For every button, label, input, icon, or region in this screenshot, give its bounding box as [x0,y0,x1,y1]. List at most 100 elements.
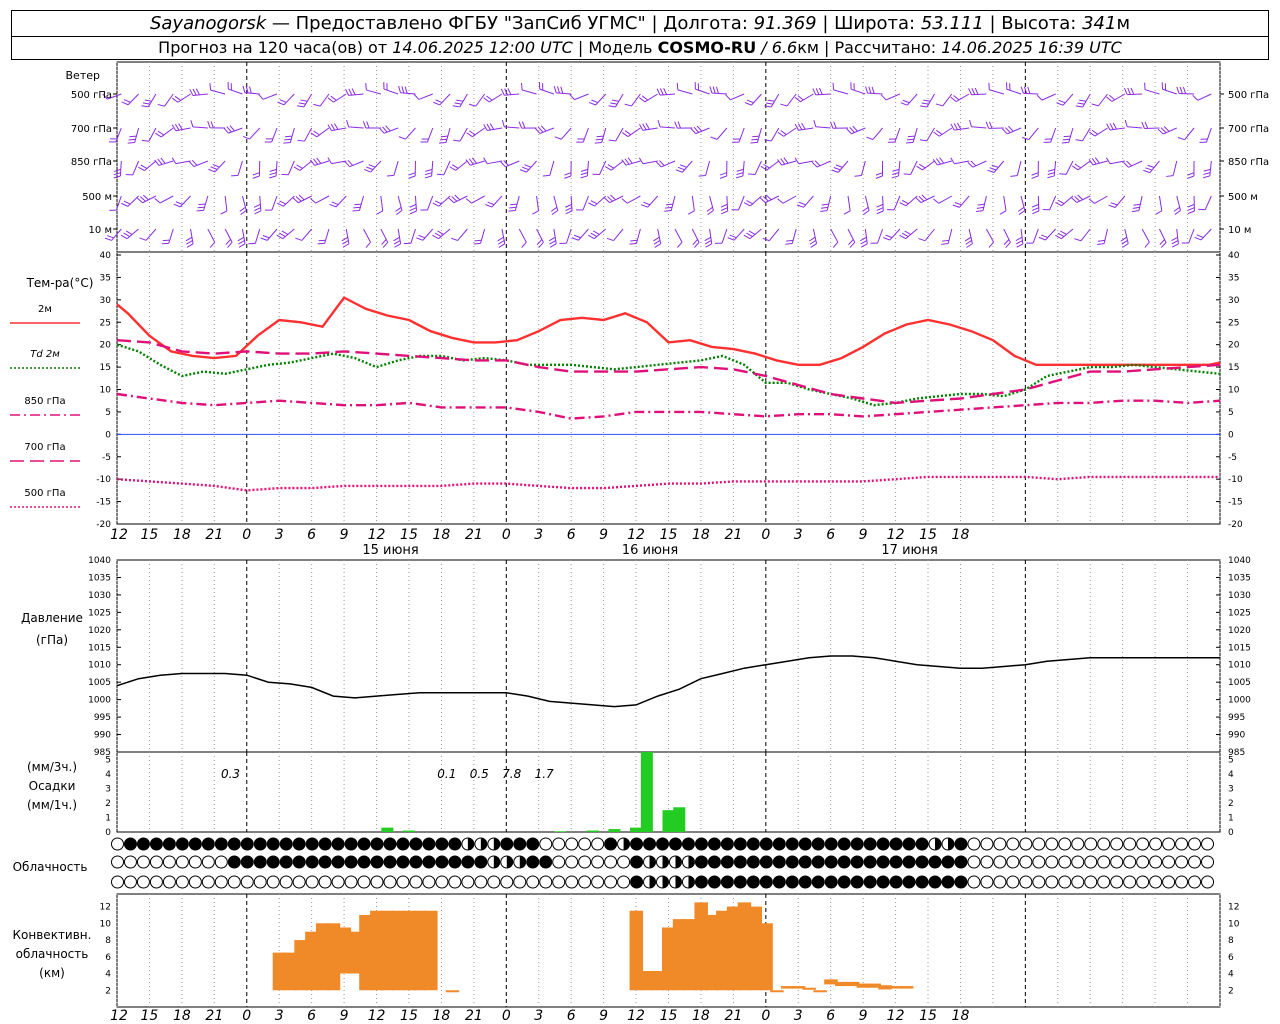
cloud-circle [1097,855,1111,869]
cloud-title: Облачность [13,860,88,874]
wind-barb-staff [657,228,662,244]
wind-barb-feather [751,138,759,141]
wind-barb-feather [279,200,287,205]
wind-barb-feather [590,232,598,237]
cloud-circle [111,837,124,851]
wind-barb-feather [641,95,649,101]
wind-barb-staff [954,127,970,131]
cloud-cover-symbol [720,855,734,869]
wind-barb-feather [227,241,233,248]
cloud-half [519,856,526,868]
wind-barb-staff [249,127,261,140]
wind-barb [988,82,1004,95]
cloud-circle [422,875,436,889]
wind-barb-feather [832,241,839,248]
wind-barb-feather [1023,86,1028,94]
wind-barb-feather [918,195,925,202]
wind-barb-feather [254,210,262,215]
wind-barb-feather [524,164,532,168]
wind-barb-feather [941,239,950,242]
wind-barb-staff [443,160,451,175]
wind-barb-feather [687,210,695,215]
cloud-circle [1110,855,1124,869]
wind-barb [518,228,527,248]
cloud-circle [565,837,579,851]
cloud-circle [552,855,566,869]
wind-barb-staff [937,160,952,166]
wind-barb-staff [207,228,216,243]
wind-barb [439,127,451,144]
wind-barb-feather [507,88,512,95]
wind-barb-staff [144,160,157,171]
cloud-circle [694,855,708,869]
wind-barb-staff [709,195,714,211]
wind-barb-staff [348,126,364,129]
wind-barb-feather [190,120,194,128]
precip-amount-label: 0.1 [437,767,456,781]
cloud-circle [798,855,812,869]
cloud-cover-symbol [1019,837,1033,851]
wind-barb-feather [624,130,632,136]
wind-barb-staff [578,228,589,241]
wind-barb-feather [425,172,433,176]
wind-barb-feather [564,172,572,176]
wind-barb-staff [711,92,727,95]
wind-barb [403,228,416,245]
wind-barb-feather [1031,172,1039,176]
wind-barb-feather [1147,164,1155,168]
conv-hour-label: 9 [859,1008,868,1024]
cloud-cover-symbol [902,837,916,851]
wind-barb-staff [380,195,384,211]
cloud-circle [824,837,838,851]
wind-barb-feather [469,130,476,136]
wind-barb-feather [1063,135,1071,138]
cloud-cover-symbol [643,837,657,851]
station-name: Sayanogorsk [149,13,267,34]
cloud-circle [136,875,150,889]
wind-barb-feather [876,207,884,211]
wind-barb-feather [590,200,598,205]
cloud-circle [824,855,838,869]
wind-barb-feather [1133,203,1141,206]
cloud-circle [383,855,397,869]
wind-barb-feather [1192,95,1199,101]
wind-barb-feather [748,173,756,176]
cloud-cover-symbol [1162,855,1176,869]
wind-barb-feather [902,99,910,104]
wind-barb-feather [269,175,277,179]
cloud-circle [409,837,423,851]
convective-cloud-bar [424,910,438,991]
wind-barb-feather [154,198,161,204]
wind-barb-feather [210,166,218,170]
wind-barb-feather [970,160,977,167]
wind-barb-staff [1127,126,1143,129]
wind-barb [675,160,693,173]
cloud-circle [188,875,202,889]
wind-barb [883,228,901,241]
wind-barb-staff [756,127,762,143]
wind-barb-feather [746,232,753,237]
wind-barb-feather [1077,194,1084,201]
cloud-cover-symbol [1097,875,1111,889]
cloud-cover-symbol [578,837,592,851]
cloud-circle [111,855,124,869]
wind-barb-feather [1062,138,1070,141]
wind-barb-staff [837,160,849,173]
wind-barb-feather [1163,126,1170,132]
cloud-cover-symbol [591,875,605,889]
wind-barb [691,228,700,248]
wind-barb [239,195,247,215]
wind-barb-feather [950,123,955,131]
wind-barb-staff [798,127,814,131]
cloud-circle [409,855,423,869]
wind-barb-feather [386,174,394,177]
wind-barb-feather [435,99,443,103]
wind-barb-feather [899,202,907,207]
wind-barb [899,195,918,207]
wind-barb [220,195,228,215]
wind-barb-staff [504,126,520,129]
wind-barb-staff [691,195,695,211]
wind-barb-feather [237,236,245,242]
cloud-circle [526,875,540,889]
wind-barb-feather [551,210,559,215]
